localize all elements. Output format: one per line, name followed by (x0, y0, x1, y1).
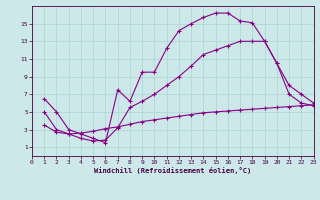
X-axis label: Windchill (Refroidissement éolien,°C): Windchill (Refroidissement éolien,°C) (94, 167, 252, 174)
